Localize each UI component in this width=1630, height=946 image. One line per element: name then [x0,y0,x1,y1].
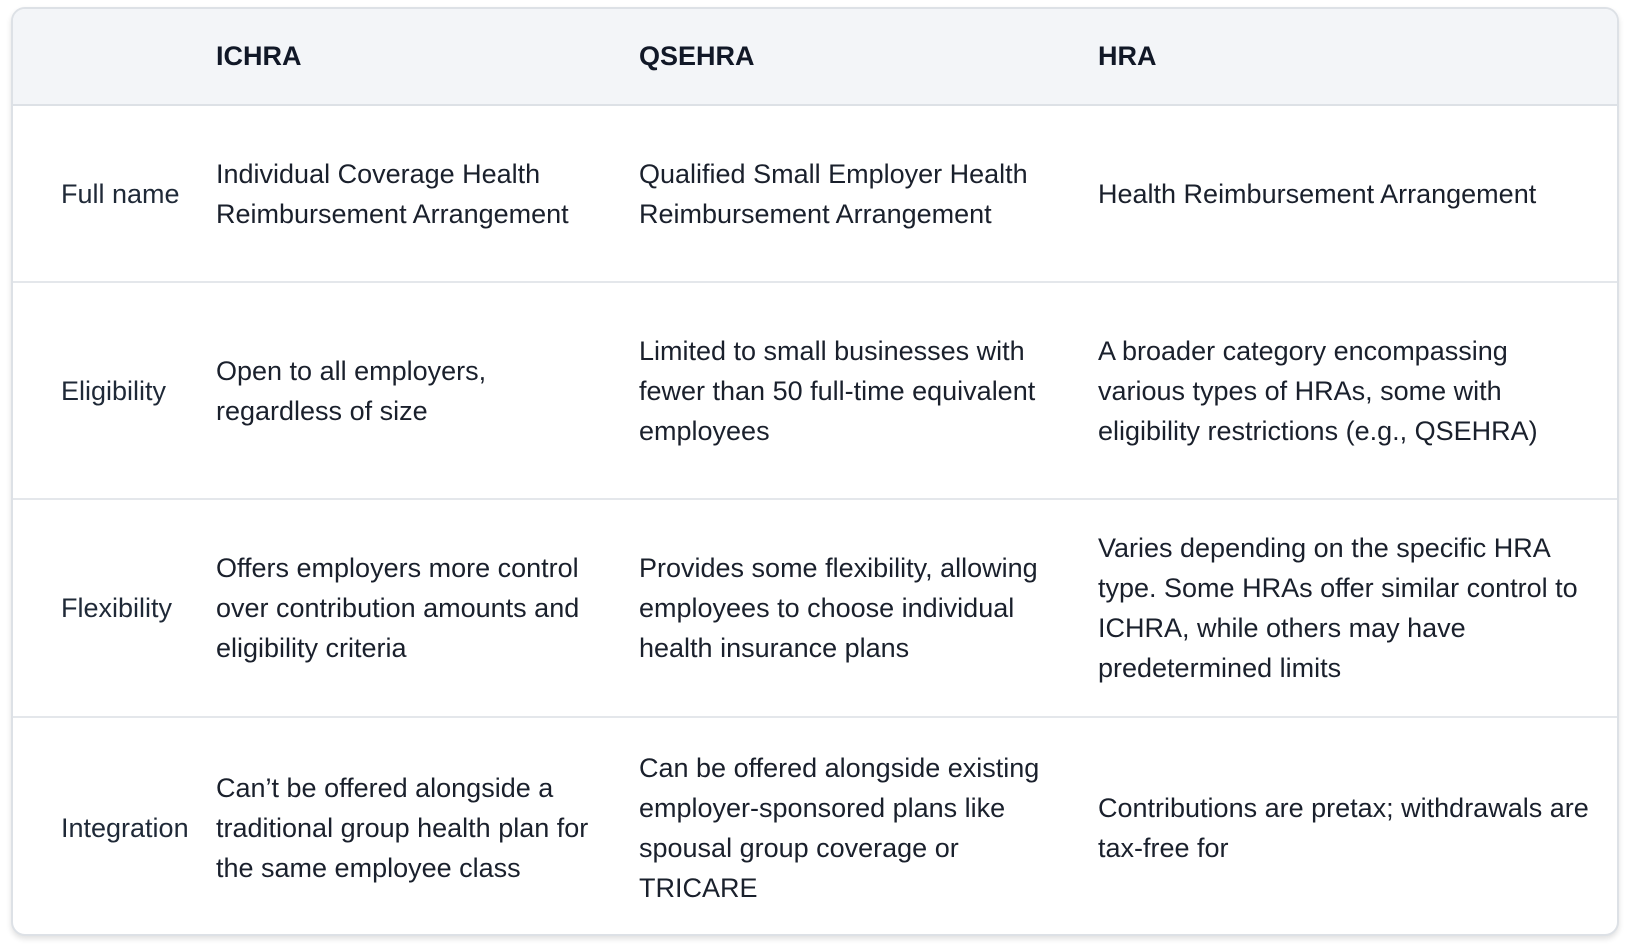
cell-hra: Contributions are pretax; withdrawals ar… [1098,792,1589,863]
header-row: ICHRA QSEHRA HRA [13,9,1617,106]
header-qsehra: QSEHRA [639,9,1098,106]
cell-qsehra: Qualified Small Employer Health Reimburs… [639,158,1028,229]
cell-ichra: Can’t be offered alongside a traditional… [216,772,589,883]
cell-ichra: Offers employers more control over contr… [216,553,580,663]
table-row: Flexibility Offers employers more contro… [13,499,1617,717]
table-header: ICHRA QSEHRA HRA [13,9,1617,106]
table-row: Full name Individual Coverage Health Rei… [13,105,1617,282]
row-label: Eligibility [61,375,167,406]
row-label: Full name [61,178,180,209]
cell-ichra: Open to all employers, regardless of siz… [216,355,487,426]
row-label: Integration [61,812,189,843]
cell-hra: A broader category encompassing various … [1098,335,1538,446]
header-hra: HRA [1098,9,1617,106]
comparison-table: ICHRA QSEHRA HRA Full name Individual Co… [13,9,1617,934]
header-ichra: ICHRA [216,9,639,106]
row-label: Flexibility [61,593,173,623]
cell-hra: Health Reimbursement Arrangement [1098,178,1537,209]
table-row: Integration Can’t be offered alongside a… [13,717,1617,934]
cell-qsehra: Provides some flexibility, allowing empl… [639,553,1038,663]
cell-qsehra: Can be offered alongside existing employ… [639,752,1040,903]
table-row: Eligibility Open to all employers, regar… [13,282,1617,499]
cell-hra: Varies depending on the specific HRA typ… [1098,533,1578,683]
cell-qsehra: Limited to small businesses with fewer t… [639,335,1036,446]
header-empty [13,9,216,106]
comparison-table-card: ICHRA QSEHRA HRA Full name Individual Co… [11,7,1619,936]
cell-ichra: Individual Coverage Health Reimbursement… [216,158,569,229]
